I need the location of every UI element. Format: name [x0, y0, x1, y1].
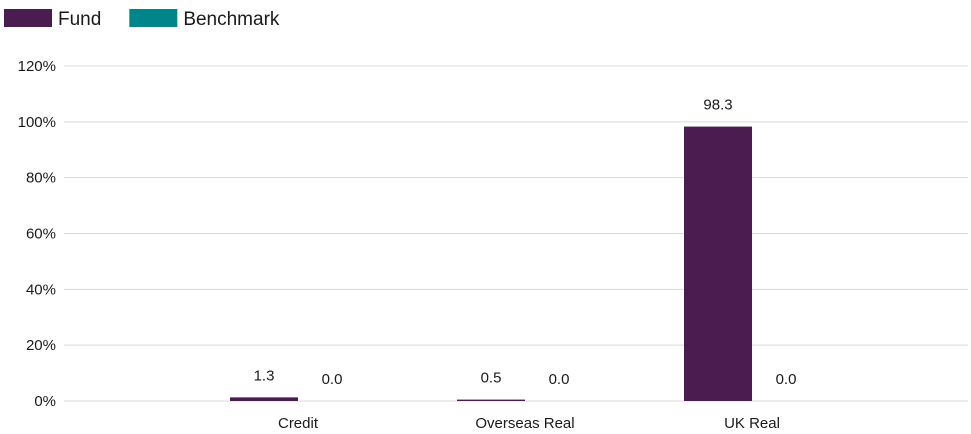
x-axis: Credit Overseas Real UK Real	[278, 415, 780, 432]
legend: Fund Benchmark	[4, 9, 280, 30]
bars: 1.3 0.0 0.5 0.0 98.3 0.0	[230, 97, 797, 402]
legend-swatch-fund	[4, 9, 52, 27]
y-tick-label: 100%	[18, 114, 56, 131]
legend-label-benchmark: Benchmark	[183, 9, 280, 30]
y-tick-label: 60%	[26, 226, 56, 243]
legend-label-fund: Fund	[58, 9, 101, 30]
grid	[64, 65, 968, 402]
y-tick-label: 40%	[26, 281, 56, 298]
data-label-benchmark: 0.0	[322, 371, 343, 388]
data-label-fund: 0.5	[481, 370, 502, 387]
y-axis: 0% 20% 40% 60% 80% 100% 120%	[18, 58, 56, 410]
data-label-fund: 1.3	[254, 367, 275, 384]
y-tick-label: 20%	[26, 337, 56, 354]
bar-fund	[457, 399, 525, 401]
data-label-fund: 98.3	[703, 97, 732, 114]
data-label-benchmark: 0.0	[776, 371, 797, 388]
x-tick-label: Credit	[278, 415, 319, 432]
data-label-benchmark: 0.0	[549, 371, 570, 388]
y-tick-label: 0%	[34, 393, 56, 410]
x-tick-label: UK Real	[724, 415, 780, 432]
y-tick-label: 80%	[26, 170, 56, 187]
bar-fund	[230, 397, 298, 401]
legend-swatch-benchmark	[129, 9, 178, 27]
x-tick-label: Overseas Real	[475, 415, 574, 432]
bar-fund	[684, 126, 752, 402]
y-tick-label: 120%	[18, 58, 56, 75]
